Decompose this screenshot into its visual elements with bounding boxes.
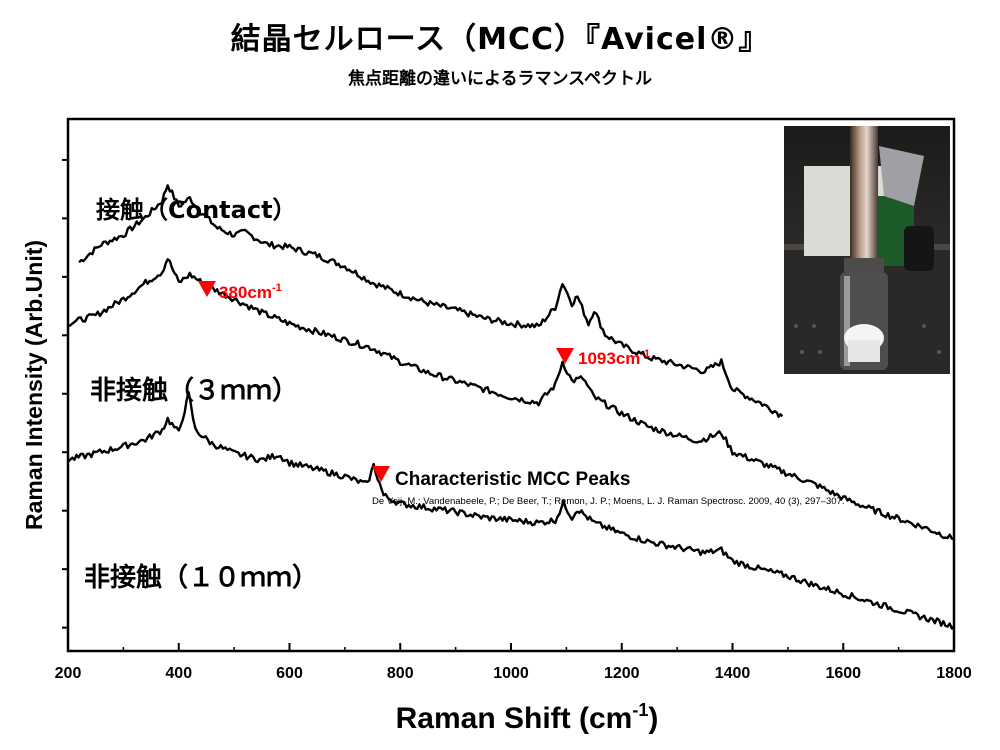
y-axis-label: Raman Intensity (Arb.Unit) [21,240,47,530]
peak-marker-1093 [556,348,574,364]
annotation-380: 380cm-1 [219,282,282,302]
characteristic-peaks-label: Characteristic MCC Peaks [395,469,631,490]
x-axis-label: Raman Shift (cm-1) [396,700,659,735]
x-tick-label: 1600 [825,665,861,682]
series-label-contact: 接触（Contact） [96,196,297,224]
x-tick-label: 1000 [493,665,529,682]
reference-citation: De Veij, M.; Vandenabeele, P.; De Beer, … [372,496,844,507]
peak-marker-380 [198,281,216,297]
chart-subtitle: 焦点距離の違いによるラマンスペクトル [348,69,652,89]
series-line-1 [67,258,955,541]
series-group [67,184,955,630]
series-line-0 [78,184,784,418]
x-ticks: 200 400 600 800 1000 1200 1400 1600 1800 [55,643,972,682]
x-tick-label: 800 [387,665,414,682]
x-tick-label: 1800 [936,665,972,682]
x-tick-label: 1400 [715,665,751,682]
series-label-3mm: 非接触（３ｍｍ） [90,376,298,406]
x-tick-label: 600 [276,665,303,682]
y-ticks [62,158,68,629]
x-tick-label: 200 [55,665,82,682]
x-tick-label: 400 [165,665,192,682]
sample-photo [784,126,950,374]
legend-peak-marker [372,466,390,482]
chart-title: 結晶セルロース（MCC）『Avicel®』 [230,22,770,57]
series-label-10mm: 非接触（１０ｍｍ） [84,563,318,593]
annotation-1093: 1093cm-1 [578,348,650,368]
series-line-2 [67,391,955,630]
x-tick-label: 1200 [604,665,640,682]
